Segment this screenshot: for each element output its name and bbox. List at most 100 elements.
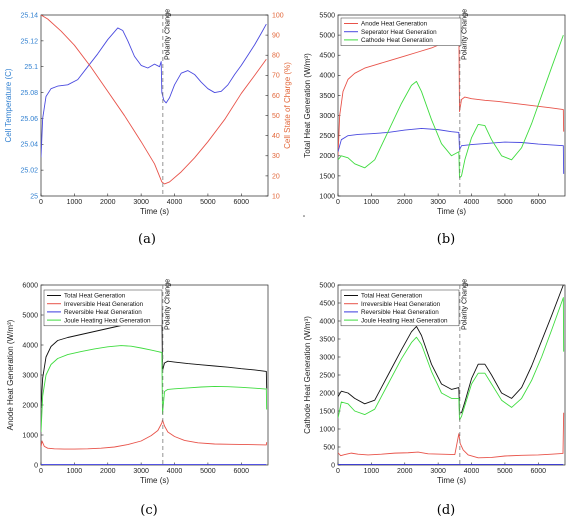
x-tick-label: 6000	[234, 468, 250, 475]
x-tick-label: 1000	[364, 199, 380, 206]
legend-entry: Total Heat Generation	[64, 293, 126, 300]
y-right-tick-label: 40	[272, 133, 280, 140]
y-tick-label: 5000	[319, 282, 335, 289]
plot-frame	[40, 14, 269, 197]
y-tick-label: 0	[331, 462, 335, 469]
x-tick-label: 5000	[200, 199, 216, 206]
y-right-tick-label: 30	[272, 153, 280, 160]
y-axis-label: Cell Temperature (C)	[4, 68, 13, 142]
y-tick-label: 25.06	[20, 116, 38, 123]
y-tick-label: 1500	[319, 408, 335, 415]
y-tick-label: 25.1	[24, 64, 38, 71]
x-tick-label: 3000	[430, 468, 446, 475]
y-axis-label: Total Heat Generation (W/m³)	[303, 53, 312, 158]
y-tick-label: 25	[30, 193, 38, 200]
y-tick-label: 3500	[319, 93, 335, 100]
series-line-2	[338, 34, 564, 179]
panel-caption: (d)	[437, 503, 455, 518]
y-tick-label: 2500	[319, 133, 335, 140]
y-right-tick-label: 50	[272, 113, 280, 120]
series-line-1	[338, 127, 565, 174]
y-tick-label: 25.08	[20, 90, 38, 97]
y-right-tick-label: 80	[272, 53, 280, 60]
y-tick-label: 3000	[319, 354, 335, 361]
legend-entry: Anode Heat Generation	[361, 21, 428, 28]
y-right-tick-label: 10	[272, 193, 280, 200]
y-right-tick-label: 70	[272, 73, 280, 80]
series-line-3	[338, 297, 565, 421]
panel-caption: (a)	[138, 232, 156, 247]
chart-panel-a: 0 1000 2000 3000 4000 5000 6000 25 25.02 25.04 25.…	[4, 9, 292, 247]
y-tick-label: 2000	[22, 402, 38, 409]
x-tick-label: 1000	[364, 468, 380, 475]
x-tick-label: 1000	[67, 199, 83, 206]
x-tick-label: 4000	[464, 199, 480, 206]
x-tick-label: 3000	[133, 199, 149, 206]
chart-panel-b: 0 1000 2000 3000 4000 5000 6000100015002000250…	[303, 9, 566, 247]
legend-entry: Reversible Heat Generation	[64, 309, 142, 316]
y-tick-label: 4500	[319, 300, 335, 307]
x-tick-label: 5000	[497, 199, 513, 206]
y-tick-label: 0	[34, 462, 38, 469]
y-tick-label: 4000	[22, 342, 38, 349]
polarity-change-annotation: Polarity Change	[459, 9, 468, 60]
y-tick-label: 2000	[319, 153, 335, 160]
x-axis-label: Time (s)	[437, 476, 466, 485]
x-tick-label: 0	[336, 199, 340, 206]
y-tick-label: 2500	[319, 372, 335, 379]
x-tick-label: 6000	[234, 199, 250, 206]
series-line-3	[41, 345, 268, 433]
y-tick-label: 25.14	[20, 12, 38, 19]
polarity-change-annotation: Polarity Change	[162, 279, 171, 330]
chart-panel-d: 0 1000 2000 3000 4000 5000 6000 0 500 1000 1500 200…	[303, 279, 566, 518]
series-line-1	[338, 412, 565, 459]
x-tick-label: 6000	[531, 199, 547, 206]
x-tick-label: 5000	[200, 468, 216, 475]
y-tick-label: 3000	[22, 372, 38, 379]
y-tick-label: 5000	[22, 312, 38, 319]
y-tick-label: 1000	[22, 432, 38, 439]
y-tick-label: 5500	[319, 12, 335, 19]
y-axis-label: Anode Heat Generation (W/m³)	[6, 319, 15, 430]
series-line-1	[41, 15, 267, 185]
polarity-change-annotation: Polarity Change	[162, 9, 171, 60]
y-tick-label: 25.04	[20, 142, 38, 149]
y-tick-label: 25.12	[20, 38, 38, 45]
y-tick-label: 5000	[319, 33, 335, 40]
legend-box	[43, 289, 163, 327]
legend-entry: Total Heat Generation	[361, 293, 423, 300]
x-axis-label: Time (s)	[140, 476, 169, 485]
x-tick-label: 1000	[67, 468, 83, 475]
y-tick-label: 25.02	[20, 168, 38, 175]
chart-panel-c: 0 1000 2000 3000 4000 5000 6000 0 1000 2000 3000 40…	[6, 279, 269, 518]
x-tick-label: 5000	[497, 468, 513, 475]
y-right-axis-label: Cell State of Charge (%)	[283, 62, 292, 149]
plot-frame	[337, 14, 566, 197]
legend-entry: Joule Heating Heat Generation	[361, 317, 448, 324]
series-line-1	[41, 419, 268, 450]
x-tick-label: 0	[39, 468, 43, 475]
x-tick-label: 0	[336, 468, 340, 475]
y-right-tick-label: 100	[272, 12, 284, 19]
y-tick-label: 4500	[319, 53, 335, 60]
y-tick-label: 6000	[22, 282, 38, 289]
panel-caption: (b)	[437, 232, 455, 247]
y-tick-label: 3500	[319, 336, 335, 343]
polarity-change-annotation: Polarity Change	[459, 279, 468, 330]
legend-entry: Irreversible Heat Generation	[64, 301, 144, 308]
y-right-tick-label: 90	[272, 33, 280, 40]
y-tick-label: 2000	[319, 390, 335, 397]
y-tick-label: 4000	[319, 73, 335, 80]
x-axis-label: Time (s)	[140, 207, 169, 216]
legend-box	[340, 17, 462, 46]
y-tick-label: 1000	[319, 193, 335, 200]
legend-entry: Joule Heating Heat Generation	[64, 317, 151, 324]
series-line-0	[338, 285, 564, 414]
y-tick-label: 4000	[319, 318, 335, 325]
x-tick-label: 4000	[464, 468, 480, 475]
y-right-tick-label: 60	[272, 93, 280, 100]
x-tick-label: 4000	[167, 468, 183, 475]
legend-entry: Seperator Heat Generation	[361, 29, 437, 36]
legend-entry: Cathode Heat Generation	[361, 37, 433, 44]
